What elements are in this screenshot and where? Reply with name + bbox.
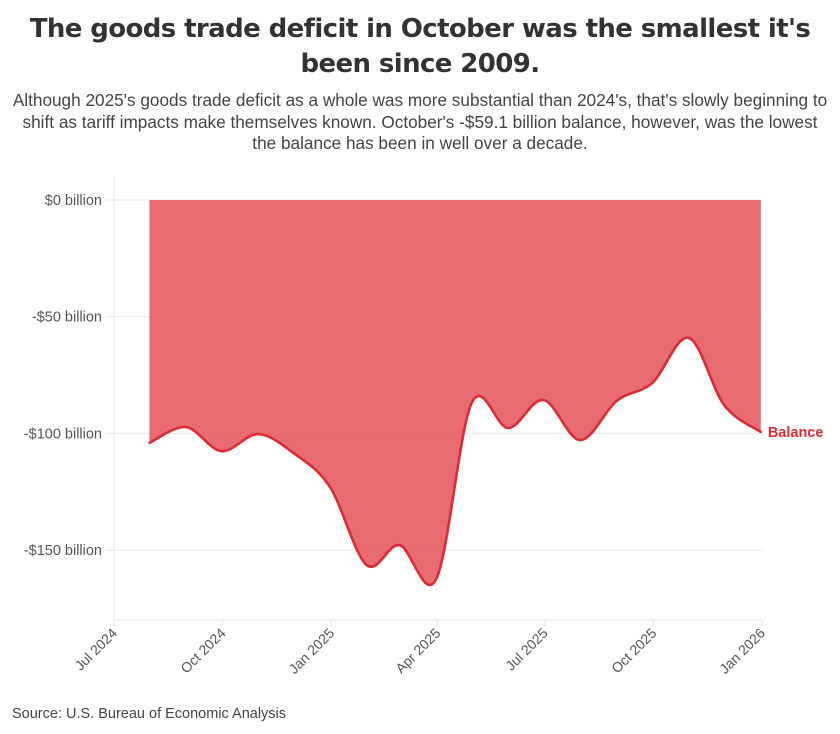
balance-area: [149, 200, 761, 585]
source-note: Source: U.S. Bureau of Economic Analysis: [12, 706, 287, 722]
data-point: [542, 398, 545, 402]
data-point: [398, 543, 401, 547]
data-point: [723, 403, 726, 407]
data-point: [292, 451, 295, 455]
data-point: [579, 438, 582, 442]
x-tick-label: Apr 2025: [392, 625, 444, 677]
x-tick-label: Jul 2025: [502, 625, 551, 674]
data-point: [651, 381, 654, 385]
y-axis: $0 billion -$50 billion -$100 billion -$150…: [24, 193, 102, 559]
data-point: [759, 430, 763, 434]
x-tick-label: Jan 2025: [285, 625, 337, 677]
chart-subtitle: Although 2025's goods trade deficit as a…: [12, 90, 828, 153]
x-tick-label: Jul 2024: [71, 625, 120, 674]
data-point: [256, 432, 260, 436]
y-tick-label: -$100 billion: [24, 426, 102, 442]
data-point: [328, 485, 332, 489]
data-point: [148, 441, 151, 445]
x-tick-label: Oct 2025: [608, 625, 660, 677]
data-point: [615, 399, 619, 402]
y-tick-label: -$50 billion: [32, 310, 102, 326]
data-point: [470, 401, 473, 405]
data-point: [184, 425, 188, 429]
series-label-balance: Balance: [768, 425, 824, 441]
data-point: [687, 336, 691, 340]
x-tick-label: Oct 2024: [177, 625, 229, 677]
y-tick-label: $0 billion: [45, 193, 102, 209]
chart-title: The goods trade deficit in October was t…: [29, 14, 811, 79]
x-axis: Jul 2024 Oct 2024 Jan 2025 Apr 2025 Jul 2025…: [71, 619, 768, 677]
x-tick-label: Jan 2026: [716, 625, 768, 677]
data-point: [220, 449, 223, 453]
y-tick-label: -$150 billion: [24, 543, 102, 559]
data-point: [365, 563, 368, 567]
data-point: [435, 577, 438, 581]
data-point: [507, 426, 510, 430]
